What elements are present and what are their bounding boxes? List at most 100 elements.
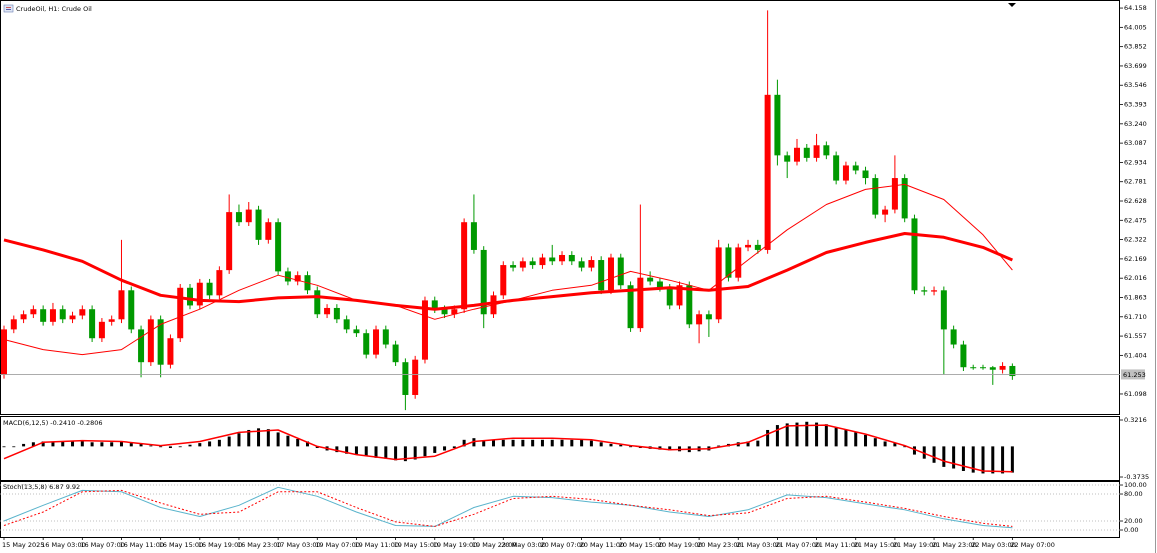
y-tick-label: 80.00 [1124, 490, 1143, 498]
candle-body [451, 309, 458, 315]
candle-body [705, 314, 712, 320]
candle-body [784, 155, 791, 162]
x-tick-label: 16 May 03:00 [41, 541, 86, 549]
candle-body [970, 367, 977, 369]
candle-body [353, 329, 360, 334]
candle-body [128, 290, 135, 330]
candle-body [578, 261, 585, 268]
candle-body [69, 315, 76, 320]
candle-body [793, 147, 800, 162]
x-tick-label: 20 May 07:00 [540, 541, 585, 549]
x-tick-label: 21 May 11:00 [815, 541, 860, 549]
candle-body [324, 307, 331, 315]
macd-bar [266, 429, 270, 447]
x-tick-label: 21 May 19:00 [893, 541, 938, 549]
y-tick-label: 61.404 [1124, 351, 1147, 359]
macd-bar [942, 446, 946, 467]
y-tick-label: 63.546 [1124, 81, 1147, 89]
macd-bar [315, 446, 319, 449]
macd-bar [276, 432, 280, 447]
macd-bar [452, 446, 456, 449]
x-tick-label: 21 May 07:00 [775, 541, 820, 549]
macd-bar [227, 436, 231, 447]
candle-body [911, 218, 918, 291]
macd-bar [286, 435, 290, 447]
macd-bar [345, 446, 349, 454]
candle-body [803, 147, 810, 158]
macd-bar [433, 446, 437, 453]
candle-body [559, 254, 566, 262]
candle-body [549, 257, 556, 262]
candle-body [882, 209, 889, 215]
candle-body [1009, 365, 1016, 377]
candle-body [891, 178, 898, 210]
macd-bar [580, 439, 584, 447]
y-tick-label: 62.628 [1124, 197, 1147, 205]
candle-body [960, 344, 967, 368]
y-tick-label: 62.169 [1124, 255, 1147, 263]
candle-body [989, 367, 996, 370]
macd-bar [775, 425, 779, 447]
macd-bar [159, 446, 163, 448]
y-tick-label: 20.00 [1124, 517, 1143, 525]
macd-bar [110, 442, 114, 447]
macd-bar [521, 439, 525, 447]
candle-body [647, 277, 654, 282]
macd-bar [90, 442, 94, 447]
candle-body [980, 367, 986, 369]
macd-bar [805, 421, 809, 447]
candle-body [177, 287, 184, 339]
x-tick-label: 20 May 23:00 [697, 541, 742, 549]
candle-body [519, 261, 526, 268]
candle-body [255, 209, 262, 240]
macd-bar [717, 445, 721, 447]
macd-bar [599, 442, 603, 447]
candle-body [764, 94, 771, 250]
main-panel-frame [0, 0, 1120, 415]
macd-bar [824, 424, 828, 447]
macd-bar [178, 446, 182, 448]
macd-bar [629, 446, 633, 448]
macd-bar [785, 423, 789, 447]
candle-body [108, 319, 115, 322]
candle-body [500, 265, 507, 296]
macd-panel-frame [0, 416, 1120, 481]
y-tick-label: 61.863 [1124, 293, 1147, 301]
y-tick-label: 63.699 [1124, 62, 1147, 70]
macd-bar [952, 446, 956, 469]
panel-title: MACD(6,12,5) -0.2410 -0.2806 [3, 419, 103, 427]
candle-body [686, 285, 693, 325]
candle-body [10, 319, 17, 330]
x-tick-label: 21 May 15:00 [854, 541, 899, 549]
macd-bar [815, 422, 819, 447]
x-tick-label: 19 May 23:00 [472, 541, 517, 549]
candle-body [754, 244, 761, 250]
macd-bar [570, 439, 574, 447]
candle-body [79, 309, 86, 316]
candle-body [40, 309, 47, 322]
x-tick-label: 15 May 2025 [2, 541, 44, 549]
macd-bar [864, 434, 868, 447]
macd-bar [589, 440, 593, 447]
macd-bar [511, 439, 515, 447]
candle-body [950, 329, 957, 345]
macd-bar [991, 446, 995, 474]
candle-body [167, 338, 174, 365]
y-tick-label: 64.158 [1124, 4, 1147, 12]
candle-body [343, 319, 350, 330]
candle-body [823, 145, 830, 156]
macd-bar [168, 446, 172, 449]
x-tick-label: 20 May 11:00 [580, 541, 625, 549]
x-tick-label: 22 May 07:00 [1010, 541, 1055, 549]
x-tick-label: 22 May 03:00 [971, 541, 1016, 549]
macd-bar [844, 429, 848, 447]
candle-body [940, 290, 947, 330]
y-tick-label: 0.00 [1124, 526, 1138, 534]
y-tick-label: 61.710 [1124, 313, 1147, 321]
candle-body [607, 257, 614, 291]
macd-bar [129, 443, 133, 447]
candle-body [421, 300, 428, 360]
x-tick-label: 20 May 19:00 [658, 541, 703, 549]
candle-body [539, 257, 546, 266]
